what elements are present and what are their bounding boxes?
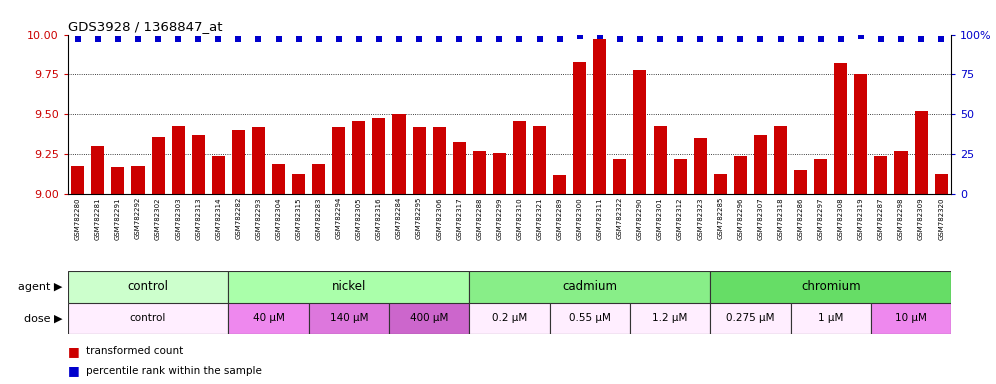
Bar [312,164,326,194]
Bar [252,127,265,194]
Bar [228,303,309,334]
Bar [553,175,566,194]
Text: control: control [129,313,166,323]
Bar [814,159,828,194]
Bar [594,39,607,194]
Bar [272,164,285,194]
Bar [871,303,951,334]
Bar [574,62,587,194]
Bar [389,303,469,334]
Bar [131,166,144,194]
Text: percentile rank within the sample: percentile rank within the sample [86,366,262,376]
Bar [92,146,105,194]
Bar [309,303,389,334]
Bar [855,74,868,194]
Bar [453,142,466,194]
Bar [914,111,927,194]
Bar [191,135,205,194]
Bar [68,303,228,334]
Bar [629,303,710,334]
Bar [392,114,405,194]
Bar [228,271,469,303]
Text: ■: ■ [68,364,80,377]
Bar [734,156,747,194]
Text: 1.2 μM: 1.2 μM [652,313,688,323]
Text: cadmium: cadmium [563,280,618,293]
Bar [874,156,887,194]
Bar [373,118,385,194]
Text: GDS3928 / 1368847_at: GDS3928 / 1368847_at [68,20,222,33]
Bar [72,166,85,194]
Bar [473,151,486,194]
Bar [614,159,626,194]
Bar [794,170,807,194]
Text: agent ▶: agent ▶ [18,282,63,292]
Bar [710,303,791,334]
Text: 40 μM: 40 μM [253,313,285,323]
Bar [673,159,686,194]
Bar [774,126,787,194]
Bar [934,174,947,194]
Text: 0.2 μM: 0.2 μM [492,313,527,323]
Bar [212,156,225,194]
Text: 140 μM: 140 μM [330,313,369,323]
Bar [633,70,646,194]
Bar [714,174,727,194]
Bar [493,153,506,194]
Text: control: control [127,280,168,293]
Bar [653,126,666,194]
Bar [469,271,710,303]
Text: chromium: chromium [801,280,861,293]
Bar [513,121,526,194]
Bar [68,271,228,303]
Bar [533,126,546,194]
Text: 400 μM: 400 μM [410,313,448,323]
Text: 0.275 μM: 0.275 μM [726,313,775,323]
Bar [412,127,425,194]
Text: nickel: nickel [332,280,366,293]
Bar [835,63,848,194]
Bar [151,137,164,194]
Bar [693,138,707,194]
Text: 1 μM: 1 μM [818,313,844,323]
Bar [894,151,907,194]
Text: dose ▶: dose ▶ [24,313,63,323]
Bar [469,303,550,334]
Bar [353,121,366,194]
Bar [550,303,629,334]
Bar [292,174,305,194]
Text: 10 μM: 10 μM [895,313,927,323]
Bar [232,131,245,194]
Bar [754,135,767,194]
Bar [710,271,951,303]
Bar [171,126,184,194]
Bar [791,303,871,334]
Text: 0.55 μM: 0.55 μM [569,313,611,323]
Bar [333,127,346,194]
Text: ■: ■ [68,345,80,358]
Text: transformed count: transformed count [86,346,183,356]
Bar [112,167,124,194]
Bar [432,127,445,194]
